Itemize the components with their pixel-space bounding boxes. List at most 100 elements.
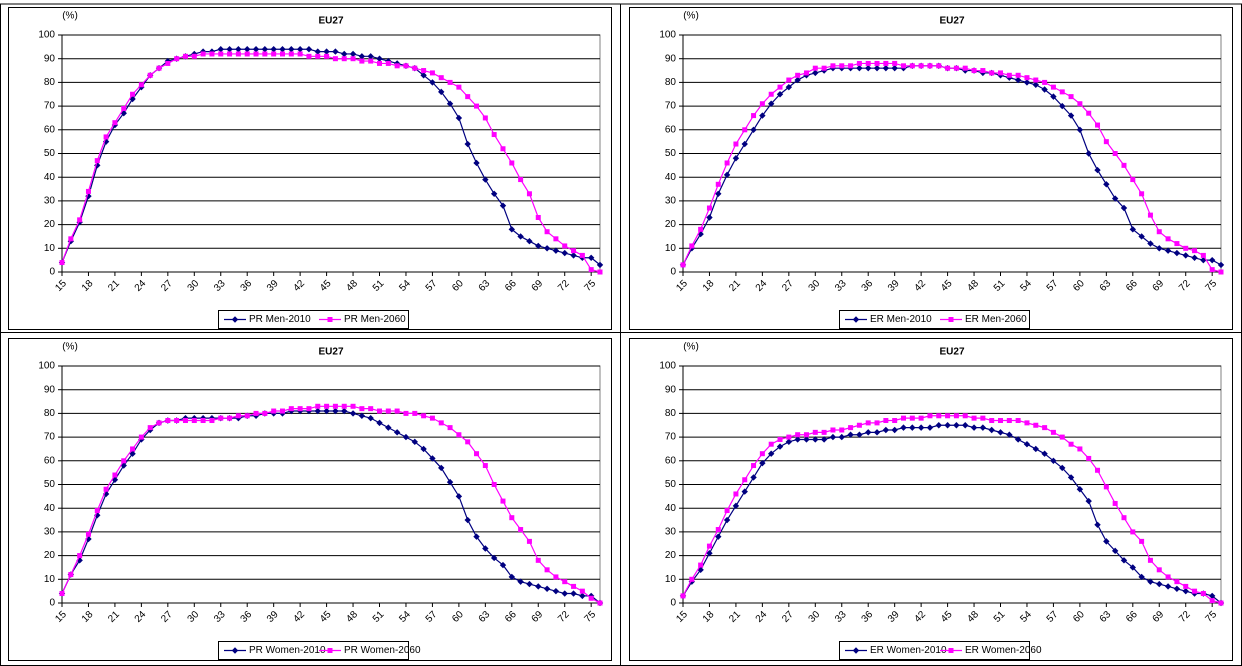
marker	[474, 103, 480, 109]
marker	[103, 134, 109, 140]
marker	[1209, 267, 1215, 273]
marker	[689, 243, 695, 249]
marker	[315, 403, 321, 409]
y-tick-label: 50	[44, 148, 56, 159]
marker	[795, 432, 801, 438]
marker	[926, 424, 934, 431]
marker	[724, 508, 730, 514]
marker	[447, 79, 453, 85]
marker	[767, 450, 775, 457]
marker	[848, 63, 854, 69]
marker	[803, 70, 809, 76]
marker	[998, 70, 1004, 76]
marker	[1208, 256, 1216, 264]
marker	[508, 226, 516, 233]
marker	[1164, 247, 1172, 254]
marker	[883, 60, 889, 66]
marker	[900, 424, 907, 431]
marker	[1068, 441, 1074, 447]
y-tick-label: 0	[49, 598, 55, 609]
marker	[1086, 110, 1092, 116]
marker	[138, 82, 144, 88]
marker	[733, 141, 739, 147]
y-tick-label: 30	[665, 196, 677, 207]
marker	[421, 413, 427, 419]
marker	[1139, 191, 1145, 197]
marker	[147, 72, 153, 78]
y-tick-label: 10	[44, 574, 56, 585]
marker	[1059, 434, 1065, 440]
y-tick-label: 90	[44, 384, 56, 395]
marker	[271, 51, 277, 57]
marker	[147, 425, 153, 431]
marker	[856, 422, 862, 428]
marker	[795, 72, 801, 78]
marker	[1042, 425, 1048, 431]
legend-label: PR Women-2060	[344, 645, 421, 656]
marker	[252, 46, 260, 53]
y-tick-label: 0	[670, 598, 676, 609]
marker	[1077, 446, 1083, 452]
marker	[1183, 245, 1189, 251]
marker	[200, 418, 206, 424]
marker	[874, 420, 880, 426]
marker	[385, 60, 391, 66]
marker	[751, 463, 757, 469]
marker	[403, 63, 409, 69]
marker	[544, 229, 550, 235]
marker	[94, 158, 100, 164]
y-tick-label: 10	[665, 243, 677, 254]
marker	[1156, 567, 1162, 573]
marker	[244, 413, 250, 419]
marker	[235, 51, 241, 57]
marker	[1042, 79, 1048, 85]
marker	[909, 415, 915, 421]
marker	[191, 53, 197, 59]
y-axis-label: (%)	[62, 342, 78, 353]
marker	[865, 60, 871, 66]
marker	[1015, 72, 1021, 78]
marker	[891, 426, 898, 434]
marker	[989, 418, 995, 424]
marker	[1173, 249, 1181, 257]
marker	[742, 477, 748, 483]
marker	[191, 418, 197, 424]
marker	[367, 53, 374, 60]
marker	[174, 56, 180, 62]
y-tick-label: 0	[49, 267, 55, 278]
marker	[970, 424, 978, 431]
y-tick-label: 40	[665, 503, 677, 514]
marker	[314, 407, 321, 415]
marker	[852, 647, 860, 654]
marker	[1156, 580, 1163, 588]
marker	[1139, 538, 1145, 544]
marker	[271, 408, 277, 414]
y-tick-label: 60	[665, 124, 677, 135]
marker	[446, 478, 454, 486]
marker	[1076, 126, 1084, 133]
y-tick-label: 100	[38, 361, 55, 372]
marker	[1165, 574, 1171, 580]
marker	[403, 410, 409, 416]
marker	[777, 84, 783, 90]
marker	[830, 63, 836, 69]
marker	[1094, 166, 1101, 174]
marker	[1112, 151, 1118, 156]
marker	[715, 181, 721, 187]
y-tick-label: 20	[44, 550, 56, 561]
y-tick-label: 10	[44, 243, 56, 254]
marker	[1164, 583, 1172, 590]
marker	[226, 46, 233, 53]
marker	[535, 214, 541, 220]
marker	[588, 595, 594, 601]
marker	[438, 420, 444, 426]
marker	[900, 415, 906, 421]
marker	[491, 482, 497, 487]
marker	[358, 412, 366, 419]
y-axis-label: (%)	[683, 11, 699, 22]
marker	[499, 202, 507, 209]
marker	[465, 94, 471, 100]
marker	[367, 414, 374, 422]
marker	[812, 429, 818, 435]
y-tick-label: 90	[44, 53, 56, 64]
